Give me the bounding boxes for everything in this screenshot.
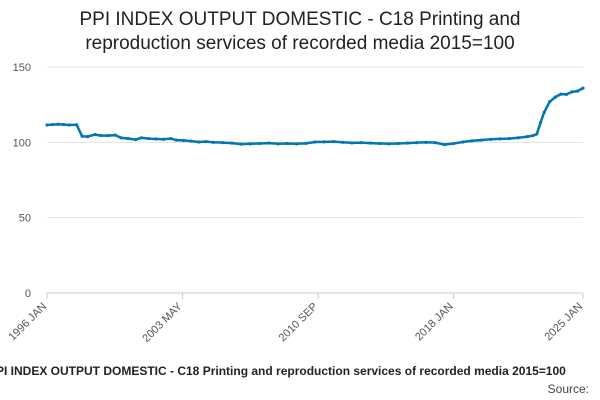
data-point-49 (433, 141, 437, 145)
data-point-64 (548, 100, 552, 104)
data-point-7 (86, 135, 90, 139)
data-point-1 (50, 122, 55, 127)
data-point-18 (161, 137, 166, 141)
data-point-47 (415, 141, 419, 145)
data-point-69 (575, 89, 580, 93)
data-point-68 (570, 90, 574, 94)
data-point-41 (359, 141, 363, 145)
data-point-22 (189, 139, 193, 143)
data-point-37 (322, 140, 326, 144)
footer-source-label: Source: (547, 382, 589, 396)
data-point-21 (182, 138, 186, 143)
data-point-27 (230, 141, 234, 145)
data-point-45 (396, 141, 400, 146)
data-point-11 (113, 133, 117, 137)
data-point-59 (525, 135, 530, 139)
data-point-46 (405, 141, 410, 145)
data-point-36 (313, 140, 317, 144)
data-point-58 (516, 136, 520, 140)
data-point-40 (350, 141, 354, 145)
data-point-62 (538, 121, 543, 125)
data-point-53 (470, 139, 474, 143)
data-point-43 (378, 141, 382, 146)
data-point-15 (139, 136, 143, 140)
data-point-3 (62, 122, 66, 127)
data-point-44 (387, 142, 391, 146)
data-point-65 (553, 95, 557, 99)
data-point-56 (498, 137, 502, 141)
data-point-57 (507, 136, 511, 141)
chart-title: PPI INDEX OUTPUT DOMESTIC - C18 Printing… (30, 8, 570, 56)
data-point-70 (581, 86, 585, 90)
y-tick-label-0: 0 (25, 288, 31, 300)
data-point-34 (294, 142, 299, 146)
data-point-13 (126, 136, 130, 141)
chart-title-line-2: reproduction services of recorded media … (85, 33, 515, 54)
x-tick-label-0: 1996 JAN (6, 301, 49, 344)
data-point-6 (80, 134, 84, 138)
data-point-31 (267, 141, 271, 145)
y-tick-label-150: 150 (13, 62, 31, 74)
data-point-24 (204, 139, 208, 144)
data-point-54 (479, 138, 483, 142)
data-point-55 (488, 137, 493, 141)
data-point-35 (304, 141, 308, 145)
y-tick-label-50: 50 (19, 213, 31, 225)
data-point-17 (154, 137, 158, 141)
x-tick-label-1: 2003 MAY (140, 300, 185, 345)
data-point-38 (331, 139, 336, 144)
y-tick-label-100: 100 (13, 137, 31, 149)
data-point-66 (559, 92, 563, 96)
data-point-61 (535, 132, 539, 136)
data-point-20 (174, 138, 178, 142)
data-point-23 (196, 140, 201, 144)
data-point-32 (276, 142, 280, 146)
data-point-48 (424, 140, 428, 144)
data-point-12 (119, 136, 123, 140)
data-point-9 (99, 133, 103, 138)
data-point-28 (239, 142, 243, 146)
data-point-39 (341, 140, 345, 144)
data-point-16 (147, 136, 151, 141)
data-point-63 (542, 110, 546, 114)
data-point-26 (220, 141, 225, 145)
x-tick-label-4: 2025 JAN (542, 301, 585, 344)
data-point-4 (67, 123, 71, 127)
data-point-51 (452, 141, 456, 146)
chart-title-line-1: PPI INDEX OUTPUT DOMESTIC - C18 Printing… (79, 9, 521, 30)
footer-chart-title: PPI INDEX OUTPUT DOMESTIC - C18 Printing… (0, 364, 566, 378)
data-point-30 (257, 141, 262, 146)
data-point-60 (531, 133, 535, 138)
data-point-19 (169, 136, 173, 141)
data-point-8 (93, 132, 97, 137)
x-tick-label-3: 2018 JAN (413, 301, 456, 344)
data-point-67 (564, 92, 568, 97)
data-point-52 (461, 140, 465, 144)
data-point-42 (368, 141, 373, 145)
x-tick-label-2: 2010 SEP (277, 301, 321, 345)
data-point-33 (285, 141, 289, 146)
data-point-0 (45, 123, 49, 127)
data-point-14 (134, 138, 138, 142)
data-point-29 (248, 142, 252, 146)
data-point-2 (56, 122, 60, 126)
series-line-0 (45, 86, 585, 146)
data-point-10 (106, 133, 110, 138)
data-point-25 (211, 140, 215, 144)
data-point-50 (442, 142, 446, 147)
data-point-5 (74, 123, 79, 127)
